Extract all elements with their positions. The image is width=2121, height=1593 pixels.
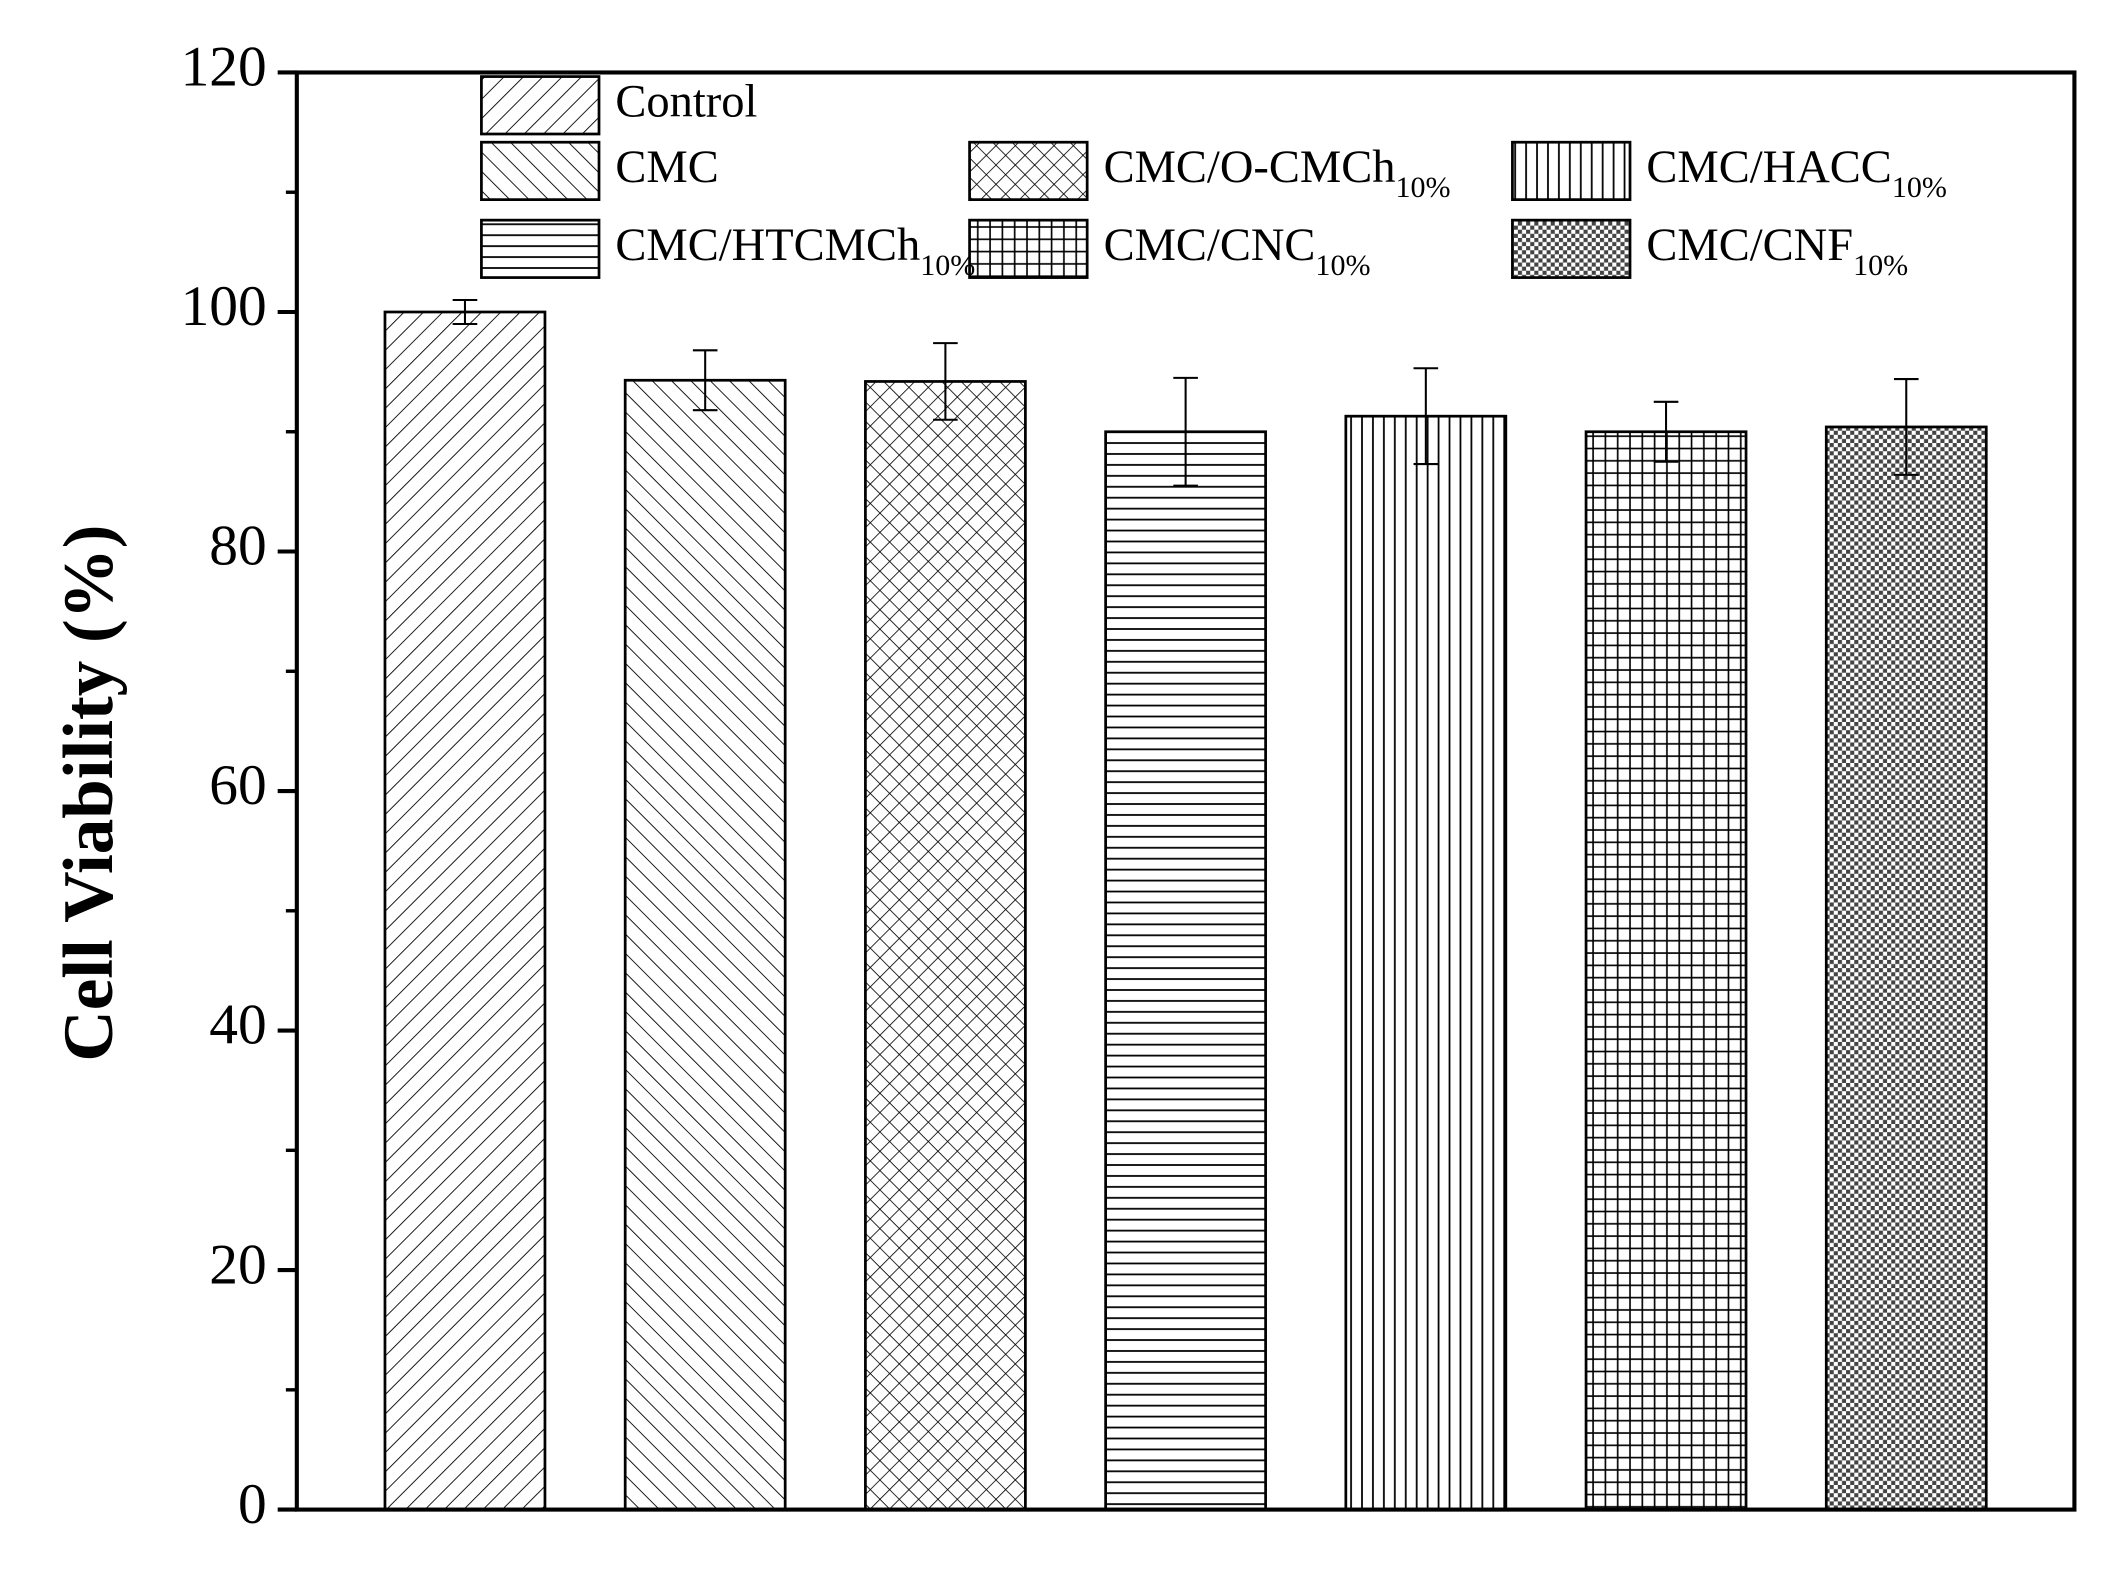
legend-swatch xyxy=(480,140,601,202)
legend-swatch xyxy=(968,140,1089,202)
error-bar xyxy=(933,342,958,421)
legend-swatch xyxy=(968,218,1089,279)
legend-name: CMC/HTCMCh xyxy=(615,220,920,271)
error-bar xyxy=(1893,378,1919,476)
bar xyxy=(383,310,547,1511)
y-tick-label: 120 xyxy=(181,36,267,99)
legend-subscript: 10% xyxy=(1892,170,1947,204)
bar xyxy=(1344,414,1508,1511)
bar xyxy=(864,380,1027,1511)
legend-label: CMC/HTCMCh10% xyxy=(615,220,975,282)
y-tick-label: 100 xyxy=(181,275,267,338)
error-bar xyxy=(692,349,718,412)
legend-subscript: 10% xyxy=(1315,248,1370,282)
legend-name: CMC/CNC xyxy=(1104,220,1316,271)
legend-label: CMC xyxy=(615,142,718,193)
bar xyxy=(1584,430,1748,1511)
bar xyxy=(1104,430,1267,1511)
error-bar xyxy=(452,298,478,325)
y-tick-label: 80 xyxy=(209,515,266,578)
legend-name: CMC/CNF xyxy=(1646,220,1853,271)
error-bar xyxy=(1413,367,1439,466)
legend-subscript: 10% xyxy=(1853,248,1908,282)
y-axis-label: Cell Viability (%) xyxy=(50,525,128,1062)
legend-label: Control xyxy=(615,76,757,127)
legend-swatch xyxy=(1511,218,1632,279)
legend-name: CMC xyxy=(615,142,718,193)
y-tick-label: 20 xyxy=(209,1233,266,1296)
legend-name: CMC/O-CMCh xyxy=(1104,142,1396,193)
y-tick-label: 0 xyxy=(238,1473,267,1536)
error-bar xyxy=(1173,376,1198,487)
y-tick-label: 60 xyxy=(209,754,266,817)
bar xyxy=(623,378,787,1511)
legend-swatch xyxy=(480,218,601,279)
legend-name: CMC/HACC xyxy=(1646,142,1891,193)
legend-label: CMC/CNF10% xyxy=(1646,220,1908,282)
legend-label: CMC/O-CMCh10% xyxy=(1104,142,1451,204)
legend-swatch xyxy=(480,75,601,136)
legend-label: CMC/CNC10% xyxy=(1104,220,1371,282)
legend-subscript: 10% xyxy=(920,248,975,282)
legend-name: Control xyxy=(615,76,757,127)
y-tick-label: 40 xyxy=(209,994,266,1057)
legend-swatch xyxy=(1511,140,1632,202)
bar xyxy=(1824,425,1988,1511)
legend-subscript: 10% xyxy=(1395,170,1450,204)
legend-label: CMC/HACC10% xyxy=(1646,142,1947,204)
error-bar xyxy=(1653,400,1679,463)
